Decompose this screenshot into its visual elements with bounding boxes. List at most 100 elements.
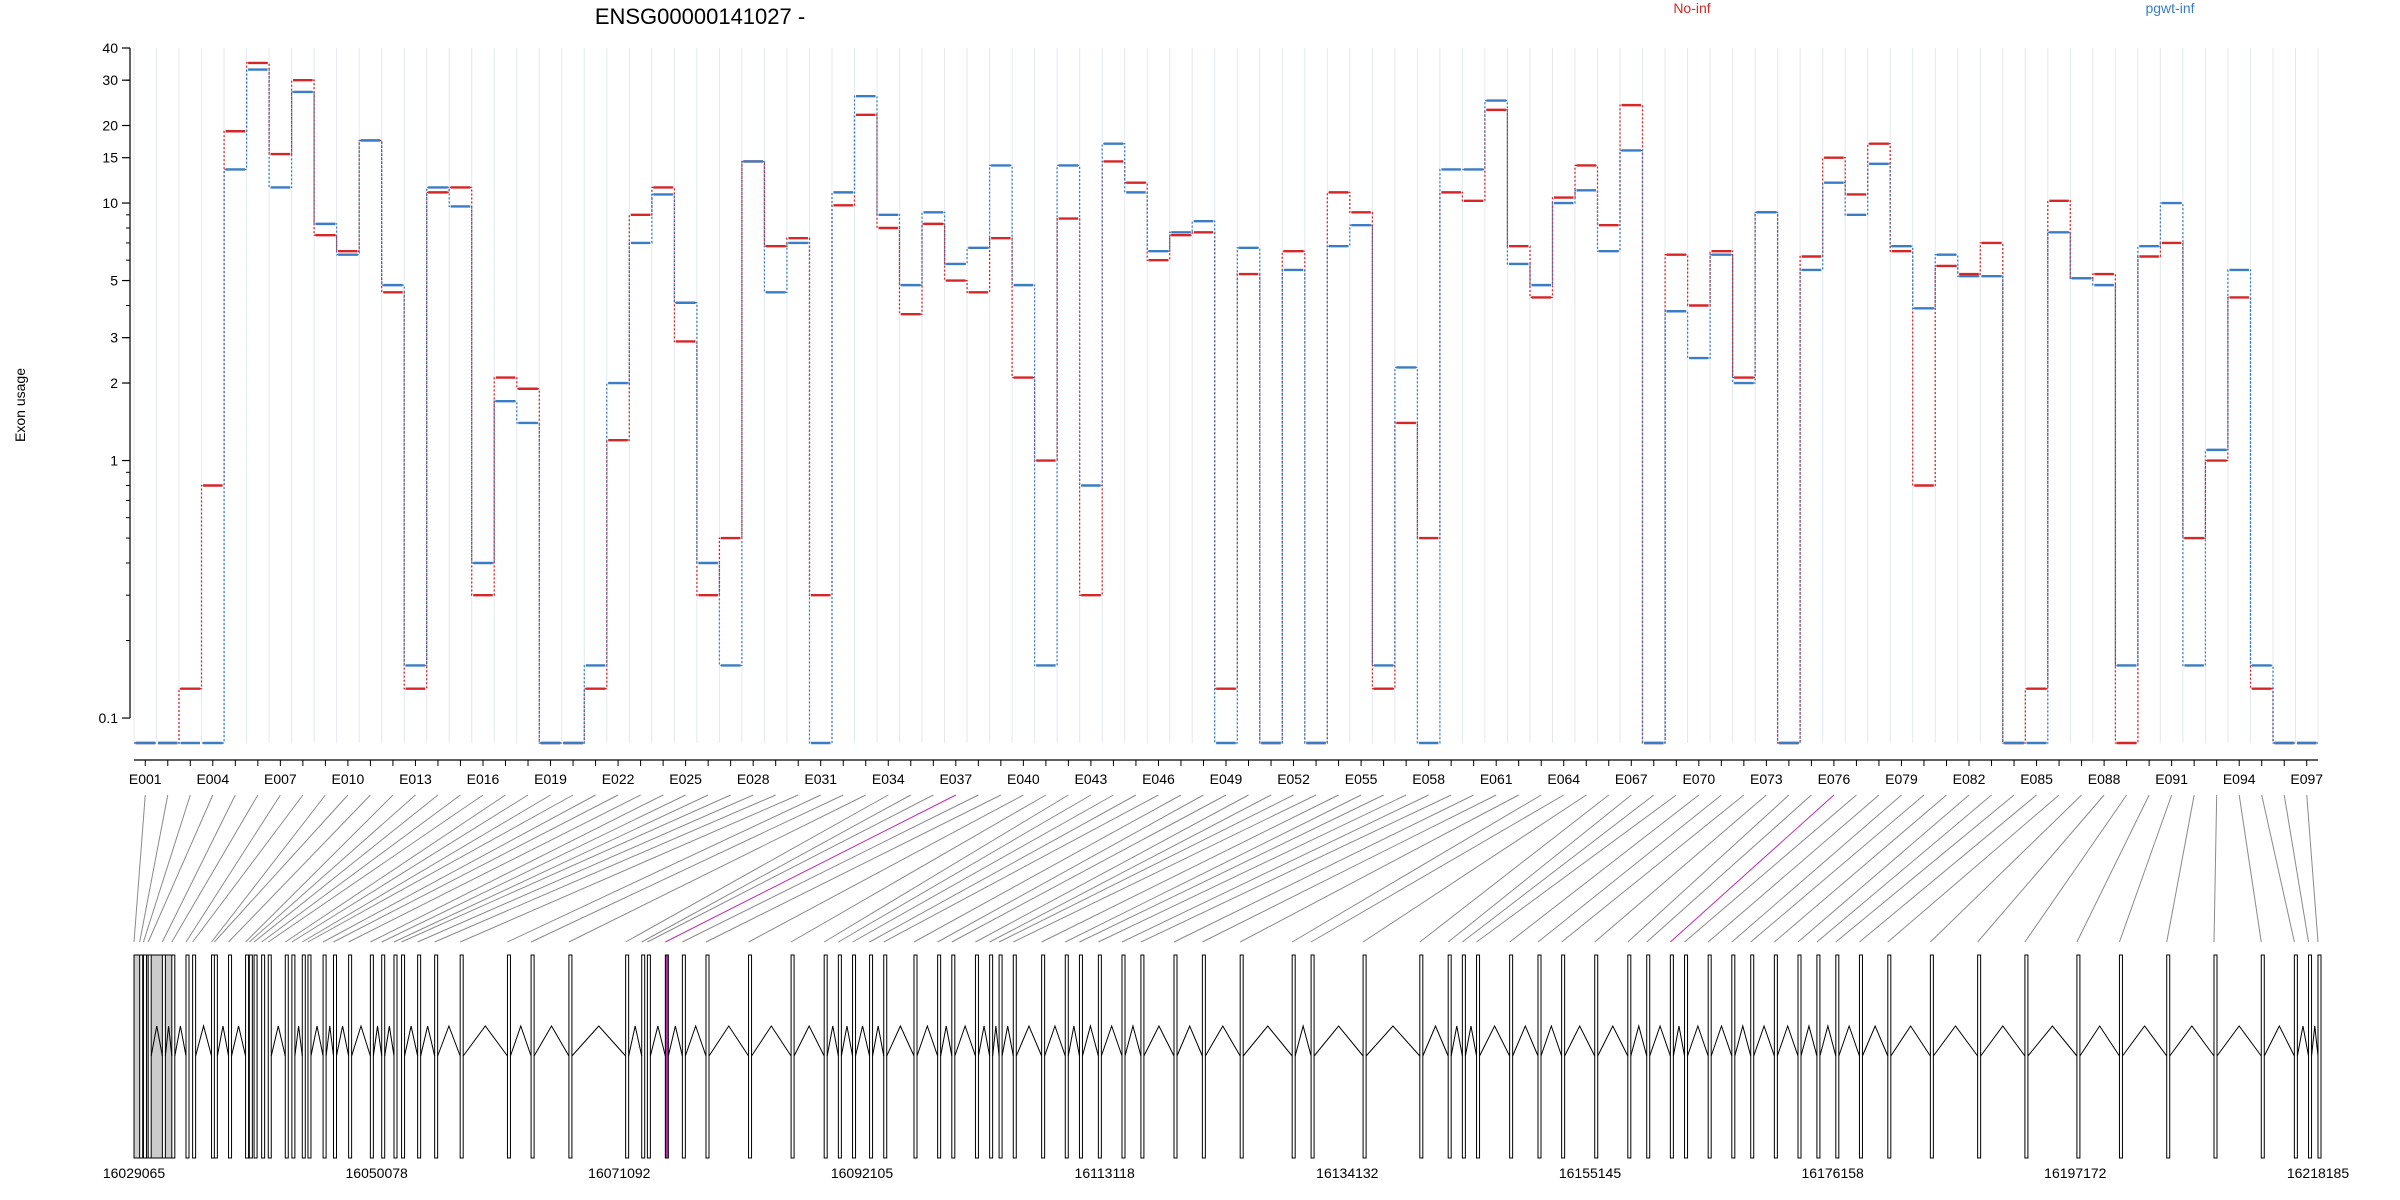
genome-tick-label: 16218185: [2287, 1165, 2350, 1181]
exon-connector: [302, 794, 551, 943]
exon-block: [1121, 954, 1126, 1159]
exon-block: [530, 954, 535, 1159]
x-tick-label: E091: [2155, 771, 2188, 787]
exon-block: [1419, 954, 1424, 1159]
intron-line: [1861, 1024, 1889, 1057]
intron-line: [628, 1025, 643, 1057]
x-tick-label: E025: [669, 771, 702, 787]
exon-connector: [1509, 794, 1700, 943]
exon-block: [192, 954, 197, 1159]
exon-block: [1041, 954, 1046, 1159]
exon-block: [2293, 954, 2298, 1159]
x-tick-label: E055: [1345, 771, 1378, 787]
exon-connector: [381, 794, 686, 943]
exon-connector: [459, 794, 799, 943]
exon-block: [185, 954, 190, 1159]
exon-connector: [869, 794, 1137, 943]
exon-connector: [2024, 794, 2128, 943]
exon-block: [2213, 954, 2218, 1159]
exon-connector: [1476, 794, 1677, 943]
exon-connector: [434, 794, 776, 943]
exon-connector: [1537, 794, 1722, 943]
intron-line: [195, 1024, 213, 1057]
exon-connector: [1121, 794, 1429, 943]
intron-line: [2263, 1024, 2295, 1057]
exon-block: [284, 954, 289, 1159]
intron-line: [1630, 1024, 1648, 1057]
exon-block: [228, 954, 233, 1159]
intron-line: [1176, 1024, 1203, 1057]
intron-line: [533, 1025, 570, 1057]
exon-connector: [245, 794, 394, 943]
exon-block: [1291, 954, 1296, 1159]
exon-connector: [1065, 794, 1362, 943]
exon-block: [2260, 954, 2265, 1159]
exon-connector: [333, 794, 619, 943]
intron-line: [384, 1025, 395, 1057]
intron-line: [2311, 1025, 2319, 1057]
intron-line: [1564, 1024, 1596, 1057]
intron-line: [420, 1025, 436, 1057]
x-tick-label: E028: [737, 771, 770, 787]
intron-line: [1015, 1024, 1043, 1057]
genome-axis: 16029065 16050078 16071092 16092105 16113118…: [103, 1165, 2350, 1181]
exon-connector: [530, 794, 844, 943]
series-line-0: [134, 62, 2318, 744]
exon-block: [748, 954, 753, 1159]
intron-line: [270, 1025, 286, 1057]
exon-connector: [213, 794, 349, 943]
intron-line: [2216, 1025, 2262, 1057]
exon-block: [506, 954, 511, 1159]
intron-line: [1980, 1025, 2026, 1057]
genome-tick-label: 16197172: [2044, 1165, 2107, 1181]
exon-connector: [989, 794, 1272, 943]
exon-block: [1097, 954, 1102, 1159]
genome-tick-label: 16155145: [1559, 1165, 1622, 1181]
exon-connector: [951, 794, 1227, 943]
exon-block: [1594, 954, 1599, 1159]
grid: [133, 48, 2319, 743]
x-axis: E001 E004 E007 E010 E013 E016 E019 E022 E025 E028…: [129, 759, 2323, 787]
exon-block: [1509, 954, 1514, 1159]
intron-line: [310, 1025, 324, 1057]
y-tick-label: 2: [110, 375, 118, 391]
x-tick-label: E049: [1210, 771, 1243, 787]
intron-line: [1672, 1025, 1686, 1057]
intron-line: [571, 1025, 627, 1057]
intron-line: [1100, 1024, 1123, 1057]
x-tick-label: E079: [1885, 771, 1918, 787]
exon-connector: [1310, 794, 1564, 943]
exon-connector: [2261, 794, 2295, 943]
y-axis: 0.1 1 2 3 5 10 15 20 30 40: [99, 40, 131, 726]
exon-block: [837, 954, 842, 1159]
exon-connector: [393, 794, 709, 943]
exon-connector: [1462, 794, 1655, 943]
intron-line: [992, 1025, 1000, 1057]
genome-tick-label: 16071092: [588, 1165, 651, 1181]
series-lines: [134, 61, 2318, 745]
intron-line: [855, 1025, 871, 1057]
x-tick-label: E043: [1075, 771, 1108, 787]
exon-block: [1816, 954, 1821, 1159]
intron-line: [684, 1024, 707, 1057]
genome-tick-label: 16113118: [1075, 1165, 1135, 1181]
exon-connector: [1291, 794, 1542, 943]
exon-connector: [705, 794, 1002, 943]
exon-block: [1669, 954, 1674, 1159]
exon-connector: [147, 794, 214, 943]
legend-pgwt-inf: pgwt-inf: [2145, 0, 2194, 16]
intron-line: [1450, 1025, 1463, 1057]
x-tick-label: E076: [1818, 771, 1851, 787]
intron-line: [1838, 1024, 1860, 1057]
x-tick-label: E052: [1277, 771, 1310, 787]
exon-block: [401, 954, 406, 1159]
intron-line: [1143, 1024, 1175, 1057]
exon-block: [2024, 954, 2029, 1159]
exon-connector: [1362, 794, 1587, 943]
exon-connector: [568, 794, 866, 943]
intron-line: [1479, 1024, 1511, 1057]
intron-line: [1932, 1025, 1979, 1057]
intron-line: [1464, 1025, 1478, 1057]
exon-connector: [142, 794, 191, 943]
intron-line: [1597, 1024, 1629, 1057]
